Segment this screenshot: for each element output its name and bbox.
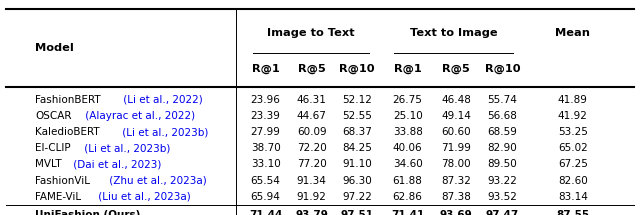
Text: 82.60: 82.60: [558, 176, 588, 186]
Text: 67.25: 67.25: [558, 160, 588, 169]
Text: Mean: Mean: [556, 28, 590, 38]
Text: KaledioBERT: KaledioBERT: [35, 127, 100, 137]
Text: MVLT: MVLT: [35, 160, 62, 169]
Text: 65.54: 65.54: [251, 176, 280, 186]
Text: R@5: R@5: [298, 64, 326, 74]
Text: Text to Image: Text to Image: [410, 28, 497, 38]
Text: 96.30: 96.30: [342, 176, 372, 186]
Text: R@10: R@10: [484, 64, 520, 74]
Text: 72.20: 72.20: [297, 143, 326, 153]
Text: 78.00: 78.00: [442, 160, 471, 169]
Text: 93.22: 93.22: [488, 176, 517, 186]
Text: FashionViL: FashionViL: [35, 176, 90, 186]
Text: FashionBERT: FashionBERT: [35, 95, 101, 105]
Text: 55.74: 55.74: [488, 95, 517, 105]
Text: R@5: R@5: [442, 64, 470, 74]
Text: 56.68: 56.68: [488, 111, 517, 121]
Text: 97.22: 97.22: [342, 192, 372, 202]
Text: 91.34: 91.34: [297, 176, 326, 186]
Text: 60.09: 60.09: [297, 127, 326, 137]
Text: (Liu et al., 2023a): (Liu et al., 2023a): [95, 192, 191, 202]
Text: 23.96: 23.96: [251, 95, 280, 105]
Text: 97.51: 97.51: [340, 210, 374, 215]
Text: (Li et al., 2022): (Li et al., 2022): [120, 95, 203, 105]
Text: 65.94: 65.94: [251, 192, 280, 202]
Text: 93.79: 93.79: [295, 210, 328, 215]
Text: 84.25: 84.25: [342, 143, 372, 153]
Text: Model: Model: [35, 43, 74, 53]
Text: UniFashion (Ours): UniFashion (Ours): [35, 210, 141, 215]
Text: 27.99: 27.99: [251, 127, 280, 137]
Text: 23.39: 23.39: [251, 111, 280, 121]
Text: 68.37: 68.37: [342, 127, 372, 137]
Text: 61.88: 61.88: [393, 176, 422, 186]
Text: 33.88: 33.88: [393, 127, 422, 137]
Text: 71.41: 71.41: [391, 210, 424, 215]
Text: 40.06: 40.06: [393, 143, 422, 153]
Text: 25.10: 25.10: [393, 111, 422, 121]
Text: 77.20: 77.20: [297, 160, 326, 169]
Text: 91.92: 91.92: [297, 192, 326, 202]
Text: FAME-ViL: FAME-ViL: [35, 192, 81, 202]
Text: R@1: R@1: [394, 64, 422, 74]
Text: 41.92: 41.92: [558, 111, 588, 121]
Text: (Zhu et al., 2023a): (Zhu et al., 2023a): [106, 176, 207, 186]
Text: 46.31: 46.31: [297, 95, 326, 105]
Text: 26.75: 26.75: [393, 95, 422, 105]
Text: Image to Text: Image to Text: [268, 28, 355, 38]
Text: 83.14: 83.14: [558, 192, 588, 202]
Text: 93.69: 93.69: [440, 210, 473, 215]
Text: 34.60: 34.60: [393, 160, 422, 169]
Text: 33.10: 33.10: [251, 160, 280, 169]
Text: (Li et al., 2023b): (Li et al., 2023b): [81, 143, 170, 153]
Text: 71.99: 71.99: [442, 143, 471, 153]
Text: 93.52: 93.52: [488, 192, 517, 202]
Text: 38.70: 38.70: [251, 143, 280, 153]
Text: 53.25: 53.25: [558, 127, 588, 137]
Text: 49.14: 49.14: [442, 111, 471, 121]
Text: R@10: R@10: [339, 64, 375, 74]
Text: 87.32: 87.32: [442, 176, 471, 186]
Text: (Alayrac et al., 2022): (Alayrac et al., 2022): [83, 111, 195, 121]
Text: 52.55: 52.55: [342, 111, 372, 121]
Text: 91.10: 91.10: [342, 160, 372, 169]
Text: 97.47: 97.47: [486, 210, 519, 215]
Text: 89.50: 89.50: [488, 160, 517, 169]
Text: 68.59: 68.59: [488, 127, 517, 137]
Text: 62.86: 62.86: [393, 192, 422, 202]
Text: 44.67: 44.67: [297, 111, 326, 121]
Text: 87.38: 87.38: [442, 192, 471, 202]
Text: (Dai et al., 2023): (Dai et al., 2023): [70, 160, 161, 169]
Text: 65.02: 65.02: [558, 143, 588, 153]
Text: 71.44: 71.44: [249, 210, 282, 215]
Text: 41.89: 41.89: [558, 95, 588, 105]
Text: OSCAR: OSCAR: [35, 111, 72, 121]
Text: R@1: R@1: [252, 64, 280, 74]
Text: 87.55: 87.55: [556, 210, 589, 215]
Text: 52.12: 52.12: [342, 95, 372, 105]
Text: 46.48: 46.48: [442, 95, 471, 105]
Text: (Li et al., 2023b): (Li et al., 2023b): [118, 127, 208, 137]
Text: 60.60: 60.60: [442, 127, 471, 137]
Text: 82.90: 82.90: [488, 143, 517, 153]
Text: EI-CLIP: EI-CLIP: [35, 143, 71, 153]
